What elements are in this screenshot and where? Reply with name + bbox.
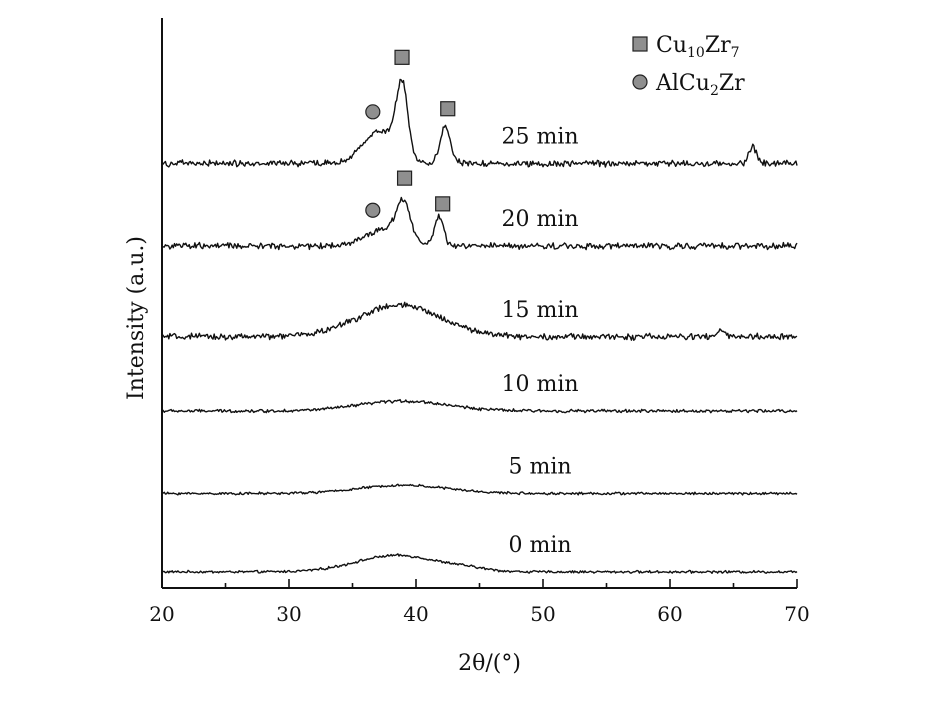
- legend-square-marker: [632, 36, 648, 52]
- series-label: 15 min: [501, 298, 578, 323]
- series-label: 20 min: [501, 207, 578, 232]
- legend-text-part: Cu: [656, 33, 687, 58]
- series-line: [161, 398, 798, 414]
- legend-text-part: AlCu: [655, 71, 710, 96]
- legend-subscript: 7: [731, 45, 740, 61]
- series-line: [161, 553, 798, 574]
- series-label: 10 min: [501, 372, 578, 397]
- cu10zr7-marker: [396, 170, 413, 186]
- series-line: [161, 301, 798, 341]
- cu10zr7-marker: [394, 49, 410, 65]
- x-tick-label: 30: [276, 602, 301, 626]
- cu10zr7-marker: [440, 101, 456, 117]
- legend-subscript: 2: [710, 83, 719, 99]
- legend-subscript: 10: [687, 45, 705, 61]
- series-layer: 0 min 5 min 10 min 15 min 20 min 25 min: [161, 78, 798, 574]
- phase-markers: [365, 49, 456, 218]
- x-tick-label: 70: [784, 602, 809, 626]
- series-line: [161, 78, 798, 168]
- x-tick-label: 50: [530, 602, 555, 626]
- y-axis-title: Intensity (a.u.): [124, 236, 149, 400]
- legend-label: Cu10Zr7: [656, 33, 740, 61]
- x-tick-label: 60: [657, 602, 682, 626]
- legend-circle-marker: [632, 74, 648, 90]
- axes: 20 30 40 50 60 70: [149, 18, 810, 626]
- legend-text-part: Zr: [705, 33, 731, 58]
- legend-text-part: Zr: [719, 71, 745, 96]
- x-tick-label: 40: [403, 602, 428, 626]
- series-label: 5 min: [508, 455, 571, 480]
- series-line: [161, 483, 798, 496]
- series-label: 25 min: [501, 125, 578, 150]
- legend-label: AlCu2Zr: [655, 71, 745, 99]
- series-label: 0 min: [508, 533, 571, 558]
- series-line: [161, 196, 798, 251]
- x-axis-title: 2θ/(°): [458, 651, 521, 676]
- alcu2zr-marker: [365, 202, 381, 218]
- cu10zr7-marker: [435, 196, 451, 212]
- x-tick-label: 20: [149, 602, 174, 626]
- alcu2zr-marker: [365, 104, 381, 120]
